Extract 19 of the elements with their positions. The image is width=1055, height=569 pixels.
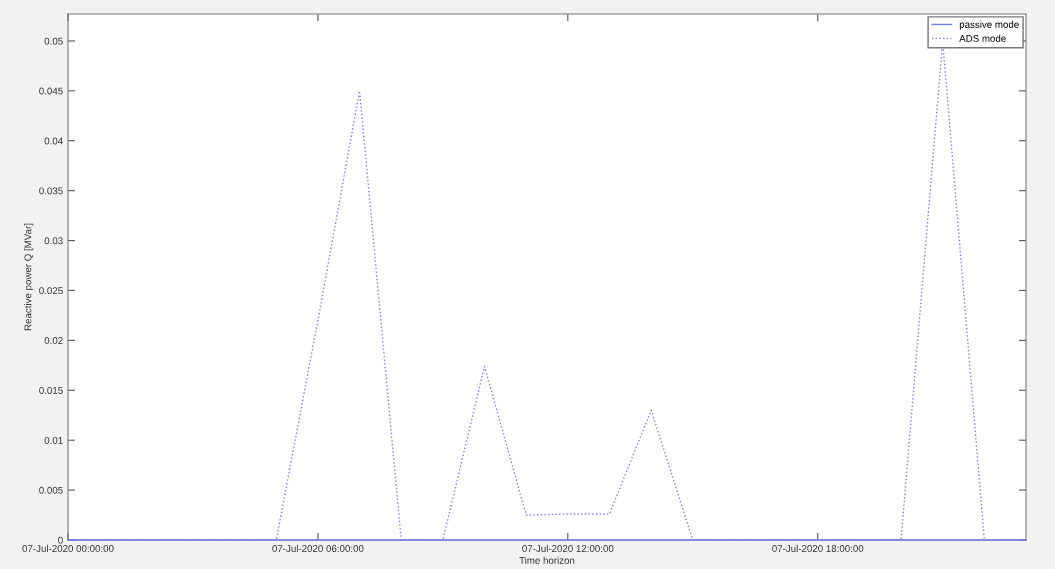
y-tick-label: 0.015 <box>39 387 63 394</box>
x-tick-label: 07-Jul-2020 00:00:00 <box>22 544 114 552</box>
y-tick-label: 0.005 <box>39 486 63 494</box>
y-tick-label: 0.035 <box>39 187 63 195</box>
legend-label: ADS mode <box>959 34 1006 42</box>
y-tick-label: 0.03 <box>44 237 63 245</box>
y-tick-label: 0.01 <box>44 436 63 444</box>
y-axis-title: Reactive power Q [MVar] <box>24 223 34 331</box>
x-axis-title: Time horizon <box>519 556 575 564</box>
x-tick-label: 07-Jul-2020 06:00:00 <box>272 544 364 552</box>
y-tick-label: 0.045 <box>39 87 63 95</box>
x-tick-label: 07-Jul-2020 18:00:00 <box>772 544 864 552</box>
y-tick-label: 0.04 <box>44 137 63 145</box>
y-tick-label: 0.025 <box>39 287 63 295</box>
x-tick-label: 07-Jul-2020 12:00:00 <box>522 544 614 552</box>
y-tick-label: 0 <box>58 536 63 544</box>
y-tick-label: 0.02 <box>44 337 63 344</box>
y-tick-label: 0.05 <box>44 37 63 45</box>
legend-label: passive mode <box>959 20 1019 30</box>
